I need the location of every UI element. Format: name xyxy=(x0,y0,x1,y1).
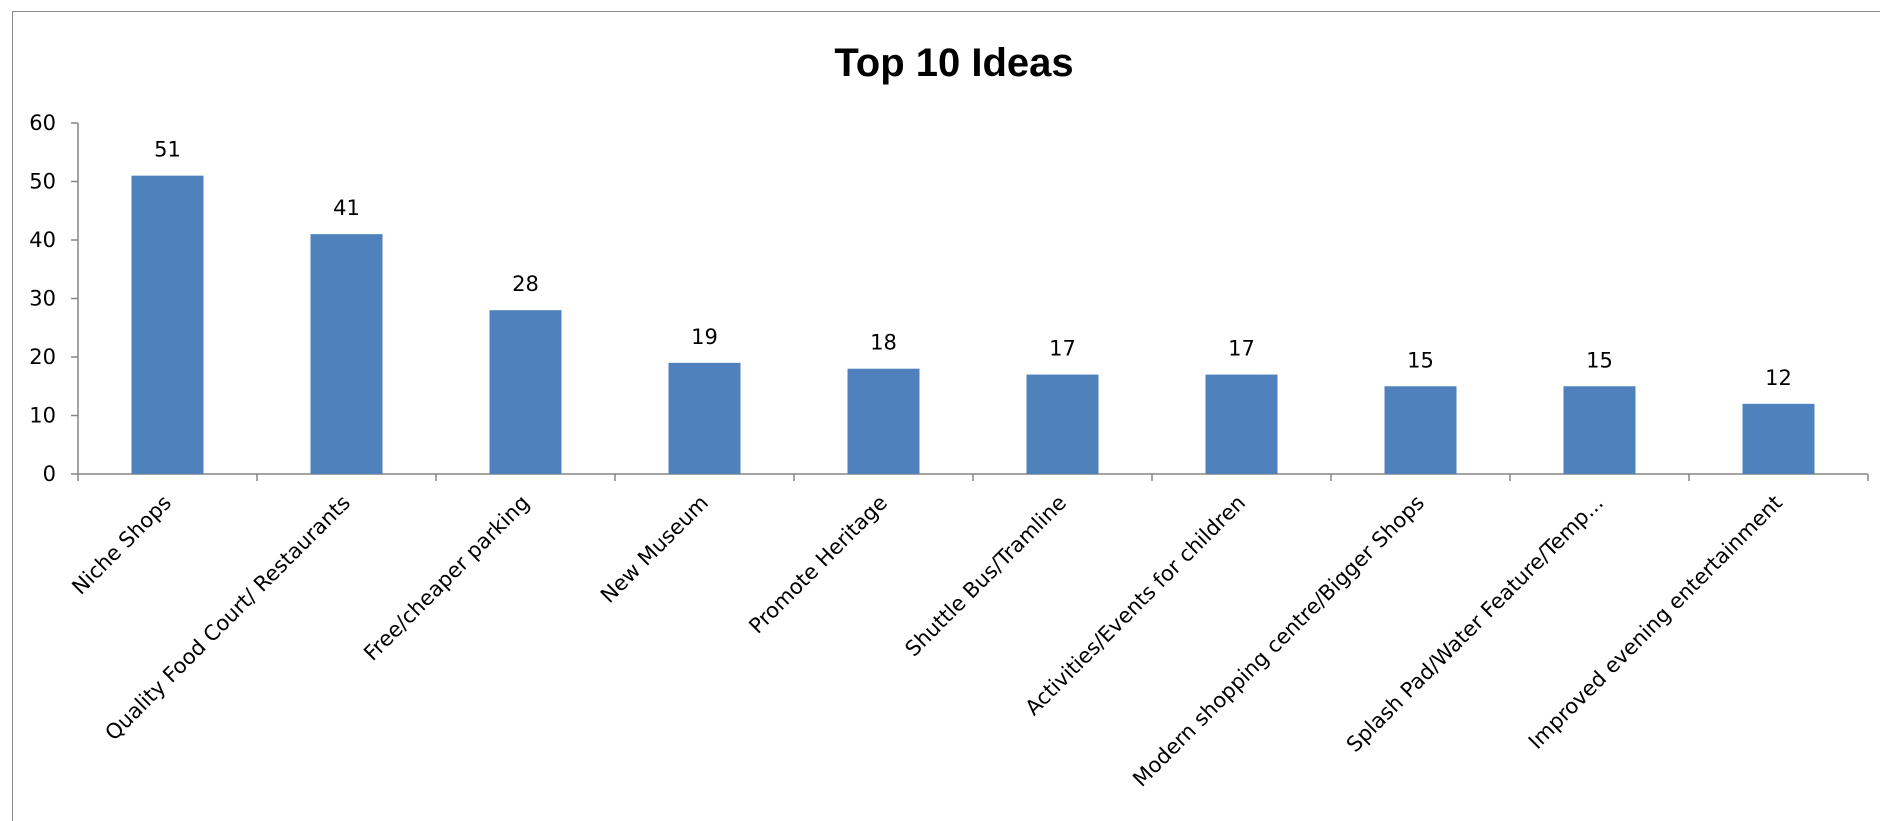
data-label: 15 xyxy=(1586,348,1613,372)
bar xyxy=(1026,374,1099,474)
x-tick-label: Free/cheaper parking xyxy=(359,491,534,666)
x-tick-label: Promote Heritage xyxy=(744,491,892,639)
data-label: 15 xyxy=(1407,348,1434,372)
x-tick-label: Niche Shops xyxy=(67,491,176,600)
x-tick-label: Shuttle Bus/Tramline xyxy=(900,491,1071,662)
bars xyxy=(131,175,1815,474)
data-label: 17 xyxy=(1049,337,1076,361)
x-tick-label: New Museum xyxy=(596,491,713,608)
data-label: 28 xyxy=(512,272,539,296)
bar xyxy=(1205,374,1278,474)
chart-title: Top 10 Ideas xyxy=(834,41,1073,85)
x-tick-label: Activities/Events for children xyxy=(1021,491,1250,720)
bar xyxy=(310,234,383,474)
y-axis: 0 10 20 30 40 50 60 xyxy=(29,111,79,486)
data-label: 19 xyxy=(691,325,718,349)
bar xyxy=(1384,386,1457,474)
y-tick-label: 0 xyxy=(43,462,56,486)
bar xyxy=(489,310,562,474)
y-tick-label: 50 xyxy=(29,170,56,194)
bar xyxy=(1742,403,1815,474)
chart-frame xyxy=(12,11,1880,821)
y-tick-label: 10 xyxy=(29,404,56,428)
data-label: 41 xyxy=(333,196,360,220)
data-label: 12 xyxy=(1765,366,1792,390)
y-tick-label: 60 xyxy=(29,111,56,135)
bar xyxy=(847,368,920,474)
bar xyxy=(668,362,741,474)
y-tick-label: 30 xyxy=(29,287,56,311)
data-label: 17 xyxy=(1228,337,1255,361)
data-label: 51 xyxy=(154,138,181,162)
bar xyxy=(131,175,204,474)
x-axis xyxy=(77,473,1869,481)
data-labels: 51 41 28 19 18 17 17 15 15 12 xyxy=(154,138,1792,390)
y-tick-label: 40 xyxy=(29,228,56,252)
x-tick-label: Modern shopping centre/Bigger Shops xyxy=(1128,491,1429,792)
y-tick-label: 20 xyxy=(29,345,56,369)
bar xyxy=(1563,386,1636,474)
data-label: 18 xyxy=(870,331,897,355)
